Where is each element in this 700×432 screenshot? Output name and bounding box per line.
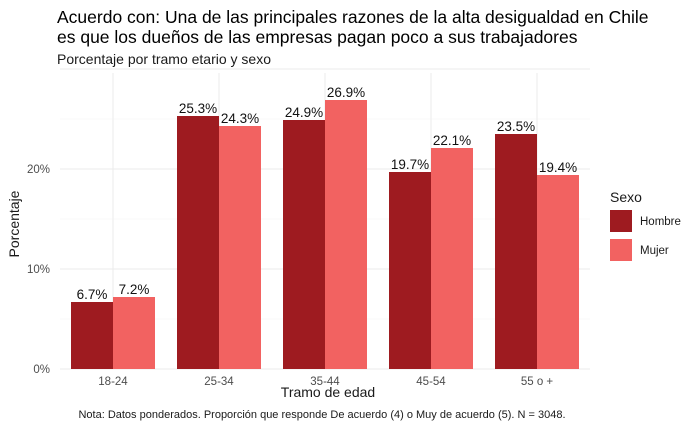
data-label: 19.4% <box>539 160 577 175</box>
y-tick-label: 10% <box>27 264 50 276</box>
x-axis-title: Tramo de edad <box>281 384 375 400</box>
y-tick-label: 0% <box>33 364 50 376</box>
data-label: 25.3% <box>179 101 217 116</box>
bar-mujer-1 <box>219 126 261 369</box>
bar-mujer-4 <box>537 175 579 369</box>
legend: Sexo Hombre Mujer <box>610 189 681 261</box>
legend-key-hombre <box>610 210 632 232</box>
data-label: 23.5% <box>497 119 535 134</box>
chart-title-line-2: es que los dueños de las empresas pagan … <box>57 27 578 47</box>
x-tick-label: 45-54 <box>416 376 446 388</box>
x-tick-label: 35-44 <box>310 376 340 388</box>
data-label: 22.1% <box>433 133 471 148</box>
legend-key-mujer <box>610 239 632 261</box>
legend-title: Sexo <box>610 189 642 205</box>
bar-mujer-0 <box>113 297 155 369</box>
chart-title-line-1: Acuerdo con: Una de las principales razo… <box>57 7 649 27</box>
bar-hombre-3 <box>389 172 431 369</box>
bar-hombre-0 <box>71 302 113 369</box>
legend-label: Mujer <box>640 245 669 257</box>
bar-mujer-3 <box>431 148 473 369</box>
data-label: 24.9% <box>285 105 323 120</box>
bar-hombre-4 <box>495 134 537 369</box>
data-label: 6.7% <box>77 287 108 302</box>
y-axis-title: Porcentaje <box>6 190 22 257</box>
y-tick-label: 20% <box>27 164 50 176</box>
x-tick-label: 55 o + <box>521 376 554 388</box>
data-label: 19.7% <box>391 157 429 172</box>
bar-mujer-2 <box>325 100 367 369</box>
data-label: 26.9% <box>327 85 365 100</box>
data-label: 24.3% <box>221 111 259 126</box>
data-label: 7.2% <box>119 282 150 297</box>
legend-label: Hombre <box>640 216 681 228</box>
x-tick-label: 18-24 <box>98 376 128 388</box>
bar-hombre-1 <box>177 116 219 369</box>
x-tick-label: 25-34 <box>204 376 234 388</box>
chart-caption: Nota: Datos ponderados. Proporción que r… <box>78 409 565 421</box>
bar-hombre-2 <box>283 120 325 369</box>
chart-subtitle: Porcentaje por tramo etario y sexo <box>57 51 271 67</box>
